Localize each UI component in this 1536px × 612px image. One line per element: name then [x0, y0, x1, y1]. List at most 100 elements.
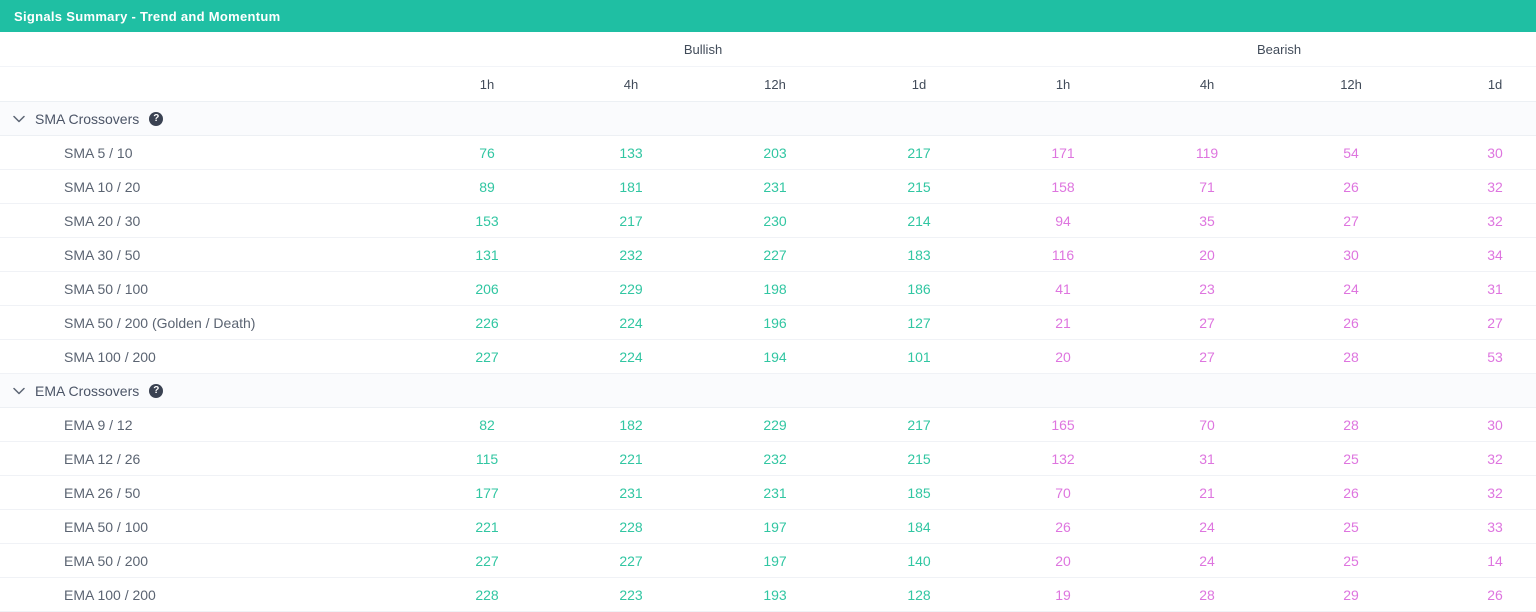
help-icon[interactable]: ?: [149, 383, 164, 398]
bearish-value: 31: [1135, 441, 1280, 476]
bearish-value: 25: [1279, 509, 1424, 544]
table-row: SMA 100 / 200 227 224 194 101 20 27 28 53: [0, 339, 1536, 374]
table-row: EMA 100 / 200 228 223 193 128 19 28 29 26: [0, 577, 1536, 612]
bullish-value: 221: [559, 441, 703, 476]
bullish-value: 231: [703, 475, 847, 510]
bullish-value: 231: [703, 169, 847, 204]
bullish-value: 186: [847, 271, 992, 306]
bearish-value: 29: [1279, 577, 1424, 612]
row-label: EMA 50 / 100: [0, 509, 415, 544]
bullish-value: 232: [559, 237, 703, 272]
bearish-value: 24: [1135, 543, 1280, 578]
row-label: SMA 20 / 30: [0, 203, 415, 238]
bullish-value: 183: [847, 237, 992, 272]
bearish-value: 35: [1135, 203, 1280, 238]
bullish-value: 227: [415, 543, 559, 578]
timeframe-header-spacer: [0, 66, 415, 102]
bullish-value: 227: [703, 237, 847, 272]
table-row: SMA 50 / 200 (Golden / Death) 226 224 196 12…: [0, 305, 1536, 340]
bearish-value: 27: [1135, 305, 1280, 340]
bearish-value: 32: [1423, 441, 1536, 476]
bearish-value: 28: [1135, 577, 1280, 612]
timeframe-header-bullish-4h: 4h: [559, 66, 703, 102]
table-row: SMA 5 / 10 76 133 203 217 171 119 54 30: [0, 135, 1536, 170]
chevron-down-icon[interactable]: [13, 115, 25, 123]
bearish-value: 30: [1423, 135, 1536, 170]
bullish-value: 214: [847, 203, 992, 238]
table-row: EMA 12 / 26 115 221 232 215 132 31 25 32: [0, 441, 1536, 476]
bullish-value: 217: [847, 407, 992, 442]
bullish-value: 226: [415, 305, 559, 340]
section-row[interactable]: EMA Crossovers?: [0, 373, 1536, 408]
bearish-value: 26: [991, 509, 1136, 544]
table-row: EMA 50 / 100 221 228 197 184 26 24 25 33: [0, 509, 1536, 544]
bullish-value: 127: [847, 305, 992, 340]
group-header-row: Bullish Bearish: [0, 32, 1536, 67]
timeframe-header-bullish-12h: 12h: [703, 66, 847, 102]
bearish-value: 26: [1279, 305, 1424, 340]
bullish-value: 198: [703, 271, 847, 306]
section-label: EMA Crossovers: [35, 382, 140, 399]
table-row: SMA 10 / 20 89 181 231 215 158 71 26 32: [0, 169, 1536, 204]
bearish-value: 14: [1423, 543, 1536, 578]
row-label: SMA 30 / 50: [0, 237, 415, 272]
group-header-bullish: Bullish: [415, 32, 992, 67]
timeframe-header-row: 1h 4h 12h 1d 1h 4h 12h 1d: [0, 66, 1536, 102]
bullish-value: 133: [559, 135, 703, 170]
bearish-value: 116: [991, 237, 1136, 272]
bullish-value: 76: [415, 135, 559, 170]
bullish-value: 131: [415, 237, 559, 272]
bullish-value: 128: [847, 577, 992, 612]
timeframe-header-bearish-1d: 1d: [1423, 66, 1536, 102]
bearish-value: 26: [1423, 577, 1536, 612]
bullish-value: 206: [415, 271, 559, 306]
bullish-value: 228: [415, 577, 559, 612]
row-label: EMA 50 / 200: [0, 543, 415, 578]
bullish-value: 224: [559, 305, 703, 340]
table-row: SMA 30 / 50 131 232 227 183 116 20 30 34: [0, 237, 1536, 272]
row-label: SMA 5 / 10: [0, 135, 415, 170]
bearish-value: 54: [1279, 135, 1424, 170]
bullish-value: 184: [847, 509, 992, 544]
bullish-value: 227: [415, 339, 559, 374]
bullish-value: 231: [559, 475, 703, 510]
bearish-value: 71: [1135, 169, 1280, 204]
row-label: EMA 26 / 50: [0, 475, 415, 510]
bearish-value: 27: [1135, 339, 1280, 374]
help-icon[interactable]: ?: [149, 111, 164, 126]
timeframe-header-bearish-4h: 4h: [1135, 66, 1280, 102]
bearish-value: 165: [991, 407, 1136, 442]
timeframe-header-bearish-1h: 1h: [991, 66, 1136, 102]
timeframe-header-bullish-1h: 1h: [415, 66, 559, 102]
bearish-value: 132: [991, 441, 1136, 476]
bullish-value: 101: [847, 339, 992, 374]
bullish-value: 223: [559, 577, 703, 612]
bullish-value: 140: [847, 543, 992, 578]
chevron-down-icon[interactable]: [13, 387, 25, 395]
bearish-value: 32: [1423, 203, 1536, 238]
bearish-value: 27: [1423, 305, 1536, 340]
bearish-value: 26: [1279, 475, 1424, 510]
bullish-value: 215: [847, 441, 992, 476]
table-row: SMA 20 / 30 153 217 230 214 94 35 27 32: [0, 203, 1536, 238]
group-header-bearish: Bearish: [991, 32, 1536, 67]
bullish-value: 194: [703, 339, 847, 374]
bearish-value: 24: [1135, 509, 1280, 544]
timeframe-header-bullish-1d: 1d: [847, 66, 992, 102]
bearish-value: 32: [1423, 475, 1536, 510]
signals-table-body: SMA Crossovers? SMA 5 / 10 76 133 203 217 171 1…: [0, 101, 1536, 612]
bearish-value: 31: [1423, 271, 1536, 306]
table-row: EMA 50 / 200 227 227 197 140 20 24 25 14: [0, 543, 1536, 578]
bearish-value: 21: [991, 305, 1136, 340]
row-label: EMA 12 / 26: [0, 441, 415, 476]
bearish-value: 20: [991, 543, 1136, 578]
bearish-value: 19: [991, 577, 1136, 612]
row-label: SMA 100 / 200: [0, 339, 415, 374]
bullish-value: 153: [415, 203, 559, 238]
signals-table-wrap: Bullish Bearish 1h 4h 12h 1d 1h 4h 12h 1…: [0, 32, 1536, 612]
table-row: EMA 9 / 12 82 182 229 217 165 70 28 30: [0, 407, 1536, 442]
section-row[interactable]: SMA Crossovers?: [0, 101, 1536, 136]
bearish-value: 25: [1279, 543, 1424, 578]
bearish-value: 70: [991, 475, 1136, 510]
bearish-value: 34: [1423, 237, 1536, 272]
